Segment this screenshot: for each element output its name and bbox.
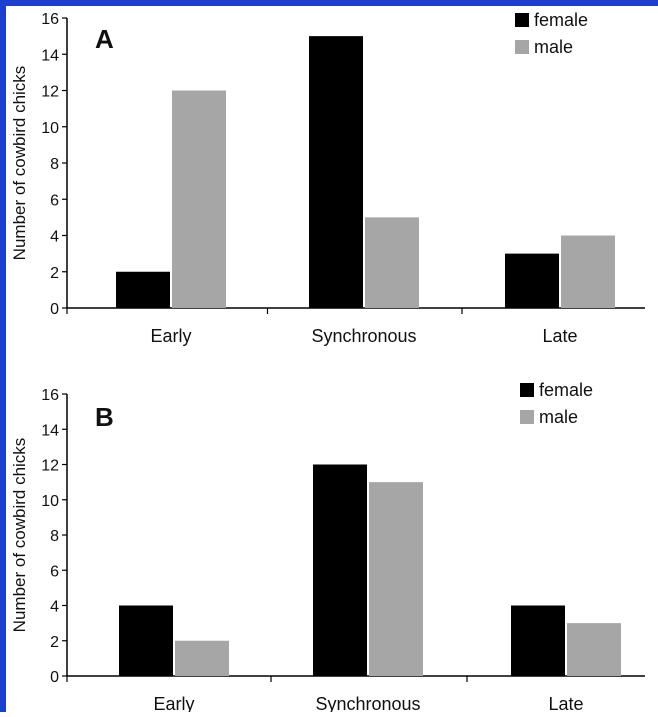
x-category-label: Late — [548, 694, 583, 712]
bar-female-early — [116, 271, 170, 308]
bar-female-early — [119, 605, 173, 676]
legend-label-female: female — [534, 10, 588, 30]
bar-male-early — [175, 640, 229, 676]
y-tick-label: 6 — [50, 563, 59, 580]
x-category-label: Late — [542, 326, 577, 346]
y-tick-label: 4 — [50, 599, 59, 616]
x-category-label: Early — [150, 326, 191, 346]
y-tick-label: 2 — [50, 634, 59, 651]
y-tick-label: 10 — [41, 493, 59, 510]
y-tick-label: 16 — [41, 11, 59, 28]
legend-label-female: female — [539, 380, 593, 400]
y-tick-label: 4 — [50, 229, 59, 246]
bar-male-late — [567, 623, 621, 676]
panel-letter: A — [95, 24, 114, 54]
legend-swatch-female — [515, 13, 529, 27]
x-category-label: Synchronous — [311, 326, 416, 346]
y-tick-label: 0 — [50, 669, 59, 686]
y-tick-label: 0 — [50, 301, 59, 318]
bar-male-early — [172, 90, 226, 308]
legend-label-male: male — [534, 37, 573, 57]
y-tick-label: 8 — [50, 156, 59, 173]
bar-female-synchronous — [313, 464, 367, 676]
bar-female-synchronous — [309, 36, 363, 308]
legend-swatch-male — [515, 40, 529, 54]
bar-male-synchronous — [365, 217, 419, 308]
chart-panel-b: 0 2 4 6 8 10 12 14 16 Early Synchronous Late Number … — [0, 356, 658, 714]
y-tick-label: 16 — [41, 387, 59, 404]
legend-swatch-female — [520, 383, 534, 397]
y-tick-label: 2 — [50, 265, 59, 282]
figure-frame-left — [0, 0, 6, 712]
bar-male-late — [561, 235, 615, 308]
chart-panel-a: 0 2 4 6 8 10 12 14 16 Early Synchronous Late Number … — [0, 0, 658, 356]
y-tick-label: 12 — [41, 84, 59, 101]
y-tick-label: 14 — [41, 47, 59, 64]
bar-male-synchronous — [369, 482, 423, 676]
y-tick-label: 14 — [41, 422, 59, 439]
chart-b: 0 2 4 6 8 10 12 14 16 Early Synchronous Late Number … — [10, 380, 645, 714]
chart-a: 0 2 4 6 8 10 12 14 16 Early Synchronous Late Number … — [10, 10, 645, 346]
bar-female-late — [511, 605, 565, 676]
y-tick-label: 6 — [50, 192, 59, 209]
x-category-label: Early — [153, 694, 194, 712]
panel-letter: B — [95, 402, 114, 432]
y-axis-label: Number of cowbird chicks — [10, 66, 29, 261]
y-tick-label: 10 — [41, 120, 59, 137]
y-tick-label: 12 — [41, 458, 59, 475]
y-tick-label: 8 — [50, 528, 59, 545]
bar-female-late — [505, 253, 559, 308]
legend-swatch-male — [520, 410, 534, 424]
y-axis-label: Number of cowbird chicks — [10, 438, 29, 633]
x-category-label: Synchronous — [315, 694, 420, 712]
figure-frame-top — [0, 0, 658, 6]
legend-label-male: male — [539, 407, 578, 427]
